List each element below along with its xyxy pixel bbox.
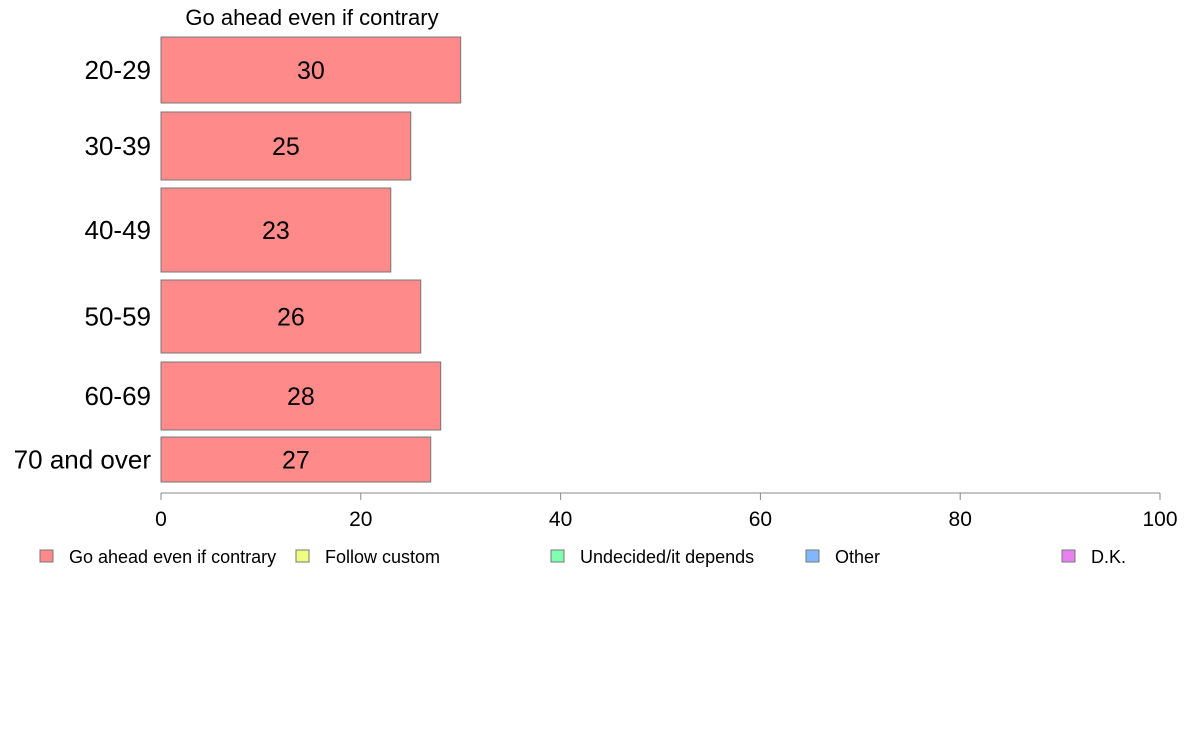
bar-value-label: 25 [272, 133, 300, 161]
legend-swatch [295, 549, 310, 563]
x-axis: 0 20 40 60 80 100 [155, 492, 1178, 531]
bar-value-label: 30 [297, 57, 325, 85]
category-label: 60-69 [85, 381, 152, 411]
bar-60-69 [160, 361, 442, 431]
legend: Go ahead even if contrary Follow custom Un… [39, 547, 1126, 567]
x-tick-label: 60 [749, 508, 772, 531]
category-label: 70 and over [14, 445, 152, 475]
bar-value-label: 28 [287, 383, 315, 411]
x-tick-label: 40 [549, 508, 572, 531]
x-tick-label: 80 [949, 508, 972, 531]
x-tick-label: 100 [1142, 508, 1177, 531]
legend-swatch [39, 549, 54, 563]
legend-swatch [550, 549, 565, 563]
category-label: 30-39 [85, 131, 152, 161]
bar-20-29 [160, 36, 462, 104]
chart-title: Go ahead even if contrary [185, 5, 438, 30]
category-label: 40-49 [85, 215, 152, 245]
legend-label: Go ahead even if contrary [69, 547, 276, 567]
category-label: 50-59 [85, 302, 152, 332]
legend-label: Other [835, 547, 880, 567]
bars-group: 30 20-29 25 30-39 23 40-49 26 50-59 28 60-69 27 70 … [14, 36, 462, 483]
legend-swatch [1061, 549, 1076, 563]
bar-50-59 [160, 279, 422, 354]
x-tick-label: 0 [155, 508, 167, 531]
legend-label: Undecided/it depends [580, 547, 754, 567]
bar-70-and-over [160, 436, 432, 483]
category-label: 20-29 [85, 55, 152, 85]
bar-30-39 [160, 111, 412, 181]
bar-value-label: 27 [282, 447, 310, 475]
legend-label: Follow custom [325, 547, 440, 567]
bar-value-label: 23 [262, 217, 290, 245]
x-tick-label: 20 [349, 508, 372, 531]
legend-swatch [805, 549, 820, 563]
legend-label: D.K. [1091, 547, 1126, 567]
bar-value-label: 26 [277, 304, 305, 332]
bar-40-49 [160, 187, 392, 273]
